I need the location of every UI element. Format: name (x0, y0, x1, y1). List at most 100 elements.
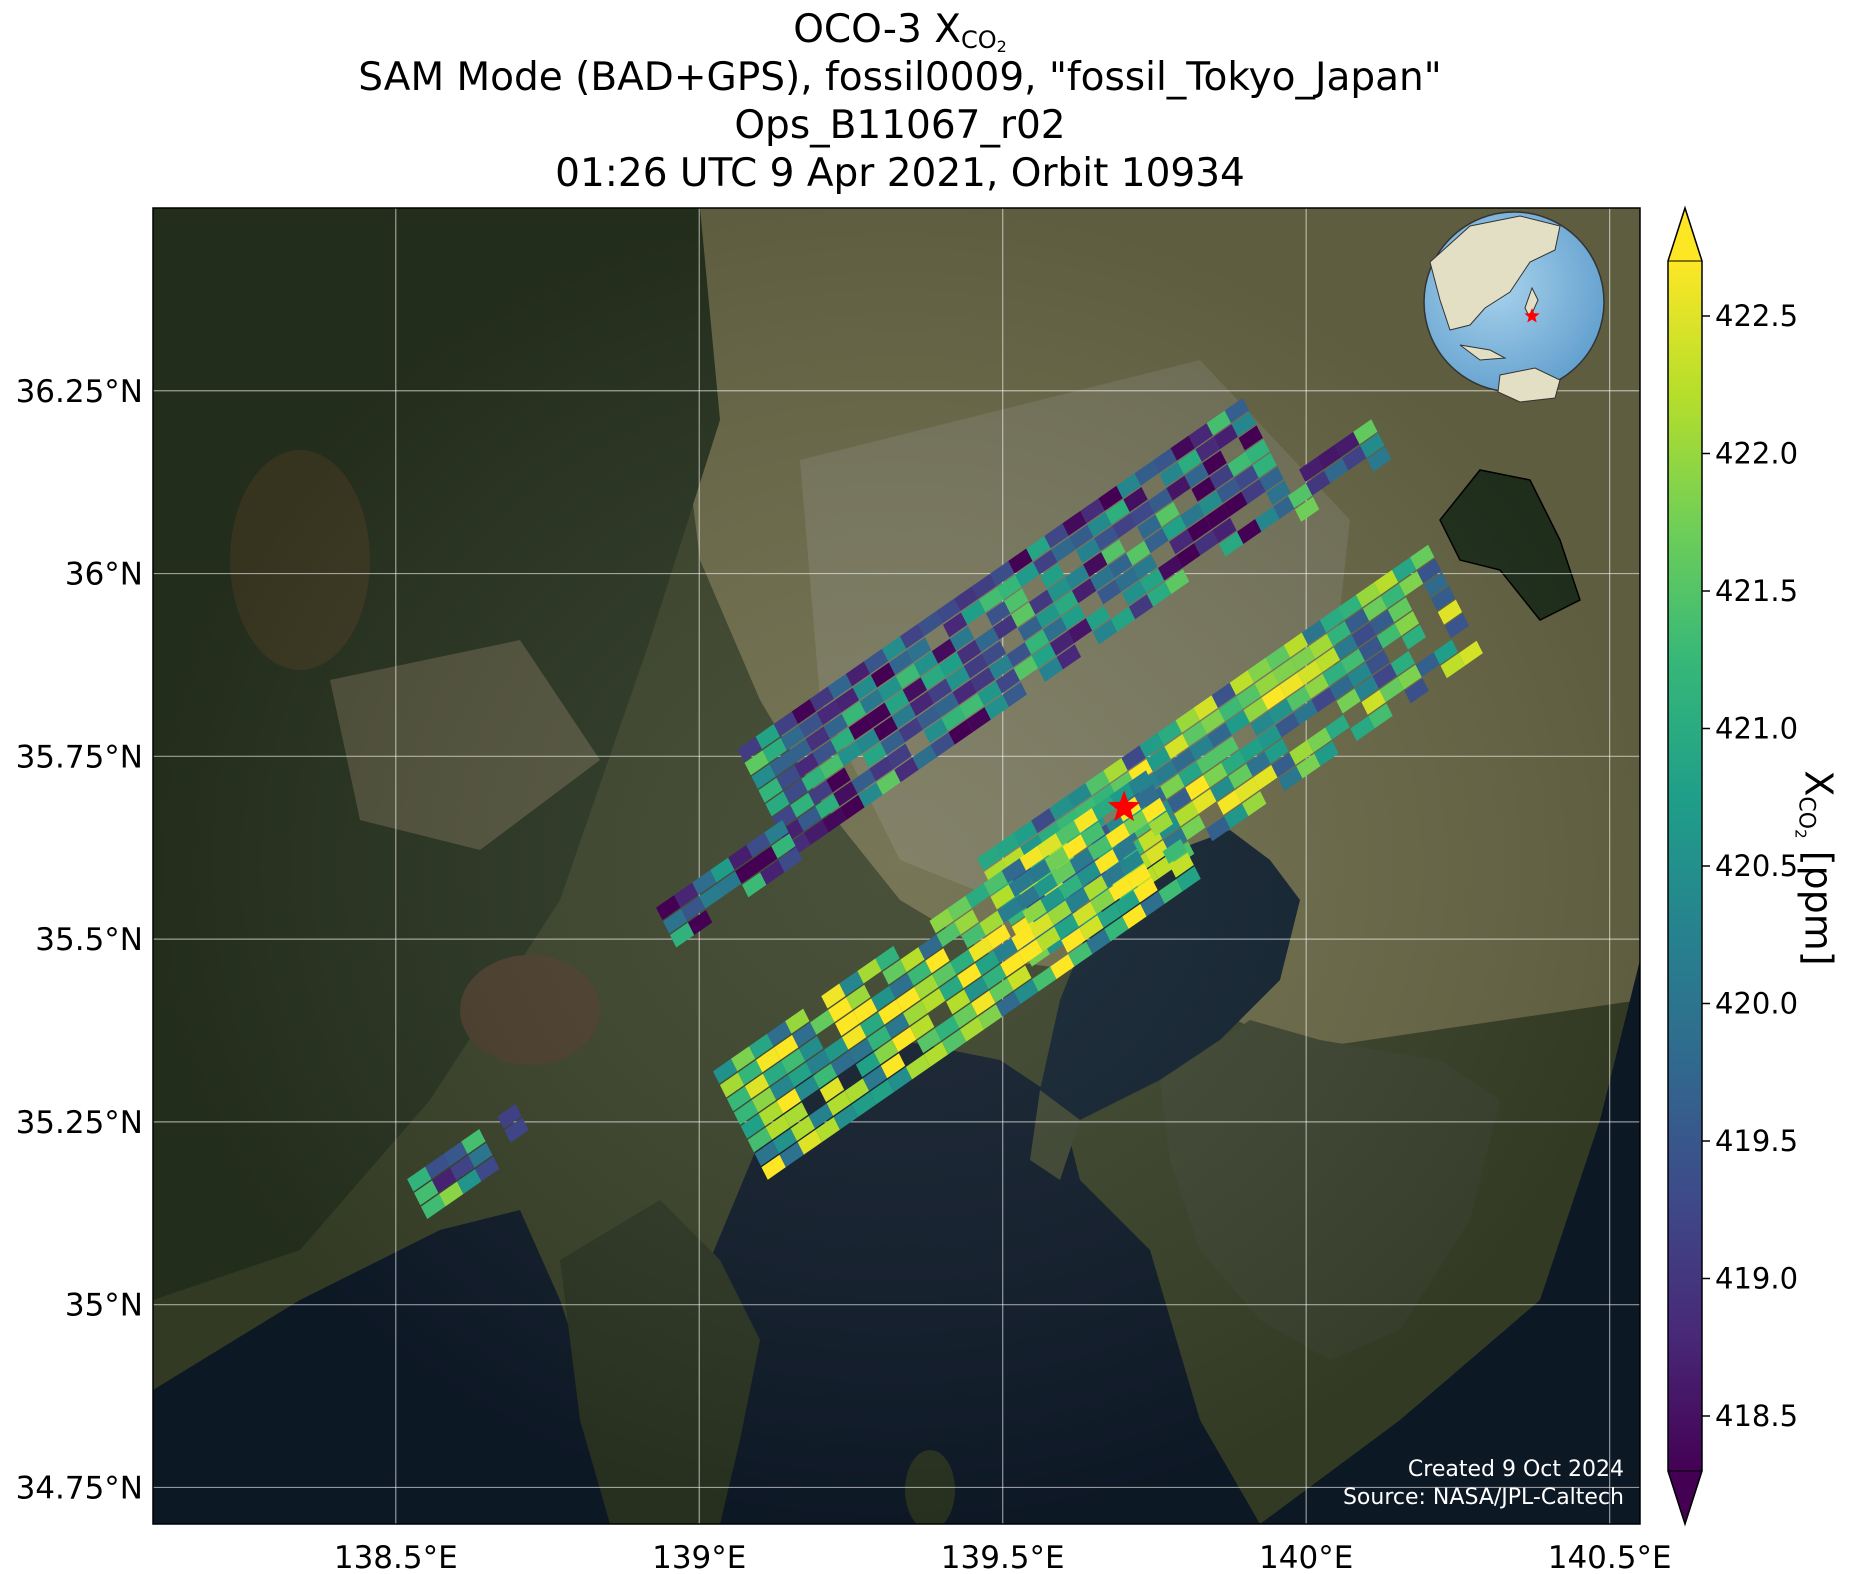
xco2-cell (942, 612, 968, 638)
xco2-cell (1202, 450, 1227, 476)
xco2-cell (923, 718, 948, 744)
xco2-cell (497, 1103, 522, 1129)
xco2-cell (1410, 544, 1435, 570)
xco2-cell (862, 742, 887, 768)
xco2-cell (873, 716, 898, 742)
xco2-cell (1212, 517, 1237, 543)
xco2-cell (794, 1075, 820, 1101)
colorbar-label-sub: CO (1793, 796, 1819, 830)
xco2-cell (888, 649, 914, 675)
xco2-cell (1272, 658, 1298, 684)
xco2-cell (1155, 501, 1180, 527)
xco2-cell (1373, 569, 1399, 595)
y-tick-label: 35.25°N (16, 1105, 143, 1141)
xco2-cell (1050, 954, 1075, 980)
xco2-cell (1101, 862, 1126, 888)
xco2-cell (1002, 846, 1027, 872)
xco2-cell (1193, 695, 1218, 721)
xco2-cell (1029, 912, 1054, 938)
xco2-cell (869, 1079, 895, 1105)
xco2-cell (986, 924, 1011, 950)
gridlines (153, 208, 1640, 1524)
xco2-cell (1286, 686, 1311, 712)
xco2-cell (726, 1086, 752, 1112)
xco2-cell (1218, 696, 1243, 722)
xco2-cell (912, 744, 937, 770)
xco2-cell (934, 692, 959, 718)
xco2-cell (1026, 859, 1051, 885)
y-tick-label: 35.5°N (35, 922, 143, 958)
xco2-cell (1253, 764, 1278, 790)
xco2-cell (964, 976, 989, 1002)
xco2-cell (1092, 619, 1118, 645)
xco2-cell (1236, 683, 1261, 709)
xco2-cell (1047, 900, 1072, 926)
xco2-cell (1250, 711, 1275, 737)
xco2-cell (692, 869, 717, 895)
xco2-cell (1002, 682, 1027, 708)
xco2-cell (1158, 878, 1183, 904)
xco2-cell (875, 945, 900, 971)
xco2-cell (1032, 966, 1057, 992)
xco2-cell (1092, 784, 1117, 810)
xco2-cell (662, 908, 688, 934)
xco2-cell (972, 573, 997, 599)
xco2-cell (826, 767, 851, 793)
y-tick-label: 36.25°N (16, 374, 143, 410)
colorbar-label-prefix: X (1796, 770, 1841, 797)
xco2-cell (1213, 424, 1238, 450)
xco2-cell (1211, 682, 1236, 708)
xco2-cell (974, 627, 1000, 653)
xco2-cell (1007, 965, 1032, 991)
xco2-cell (1108, 876, 1133, 902)
xco2-cell (1056, 809, 1081, 835)
xco2-cell (899, 623, 925, 649)
xco2-cell (1090, 565, 1115, 591)
xco2-cell (1207, 722, 1232, 748)
xco2-cell (1033, 549, 1058, 575)
xco2-cell (798, 712, 823, 738)
xco2-cell (744, 750, 769, 776)
xco2-cell (828, 997, 853, 1023)
xco2-cell (869, 756, 894, 782)
colorbar-extend-max (1667, 206, 1703, 262)
xco2-cell (1245, 439, 1270, 465)
xco2-cell (963, 653, 989, 679)
xco2-cell (1140, 891, 1165, 917)
xco2-cell (1080, 498, 1105, 524)
xco2-cell (936, 922, 961, 948)
xco2-cell (1324, 458, 1349, 484)
xco2-cell (903, 1000, 928, 1026)
xco2-cell (913, 651, 939, 677)
xco2-cell (1415, 652, 1440, 678)
xco2-cell (934, 1015, 960, 1041)
colorbar-extend-min (1667, 1470, 1703, 1526)
xco2-cell (977, 1004, 1003, 1030)
xco2-cell (1247, 657, 1273, 683)
xco2-cell (1175, 707, 1200, 733)
xco2-cell (1134, 784, 1160, 810)
xco2-cell (420, 1194, 446, 1220)
xco2-cell (992, 614, 1018, 640)
xco2-cell (1189, 735, 1214, 761)
xco2-cell (970, 667, 996, 693)
xco2-cell (930, 732, 955, 758)
xco2-cell (916, 704, 941, 730)
xco2-cell (1053, 590, 1079, 616)
xco2-cell (740, 1113, 766, 1139)
xco2-cell (1294, 496, 1320, 522)
xco2-cell (1073, 807, 1099, 833)
xco2-cell (1158, 555, 1183, 581)
xco2-cell (816, 700, 842, 726)
xco2-cell (1397, 664, 1422, 690)
xco2-cell (1026, 535, 1051, 561)
xco2-cell (921, 988, 946, 1014)
xco2-cell (1069, 524, 1094, 550)
xco2-cell (1239, 737, 1264, 763)
xco2-cell (733, 1099, 759, 1125)
xco2-cell (1090, 889, 1115, 915)
xco2-cell (710, 857, 735, 883)
xco2-cell (1079, 915, 1104, 941)
xco2-cell (805, 1049, 831, 1075)
xco2-cell (1354, 675, 1379, 701)
